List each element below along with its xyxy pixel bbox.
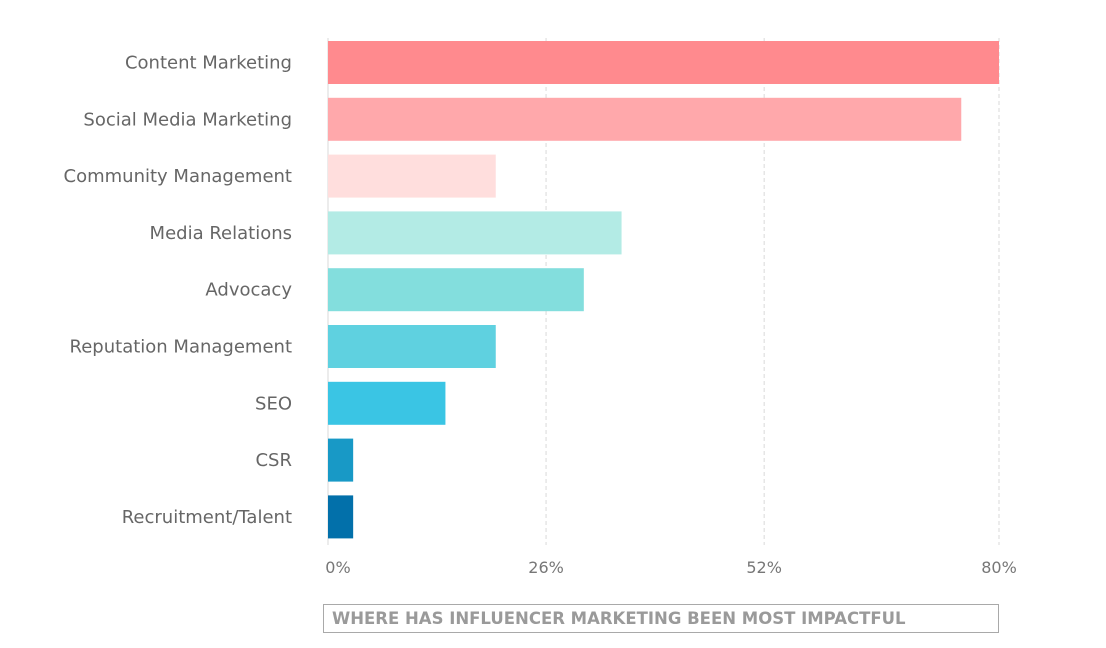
bar [328, 438, 354, 482]
bar [328, 268, 584, 312]
bar [328, 381, 446, 425]
category-label: Reputation Management [70, 337, 292, 358]
bar [328, 211, 622, 255]
bar [328, 154, 496, 198]
category-label: SEO [255, 393, 292, 414]
bar [328, 325, 496, 368]
bar [328, 495, 354, 539]
bar-layer [328, 41, 999, 539]
category-label: Community Management [64, 166, 292, 187]
category-label-layer: Content Marketing Social Media Marketing C… [64, 53, 293, 528]
category-label: CSR [255, 450, 292, 471]
x-tick-label: 52% [746, 558, 782, 577]
category-label: Recruitment/Talent [122, 507, 292, 528]
x-tick-label: 26% [528, 558, 564, 577]
chart-title: WHERE HAS INFLUENCER MARKETING BEEN MOST… [323, 604, 999, 633]
bar [328, 41, 999, 84]
x-tick-label: 80% [981, 558, 1017, 577]
tick-label-layer: 0% 26% 52% 80% [325, 558, 1016, 577]
bar-chart: Content Marketing Social Media Marketing C… [64, 38, 1017, 577]
bar [328, 97, 962, 141]
category-label: Advocacy [205, 280, 292, 301]
category-label: Social Media Marketing [83, 109, 292, 130]
category-label: Content Marketing [125, 53, 292, 74]
x-tick-label: 0% [325, 558, 350, 577]
category-label: Media Relations [150, 223, 292, 244]
